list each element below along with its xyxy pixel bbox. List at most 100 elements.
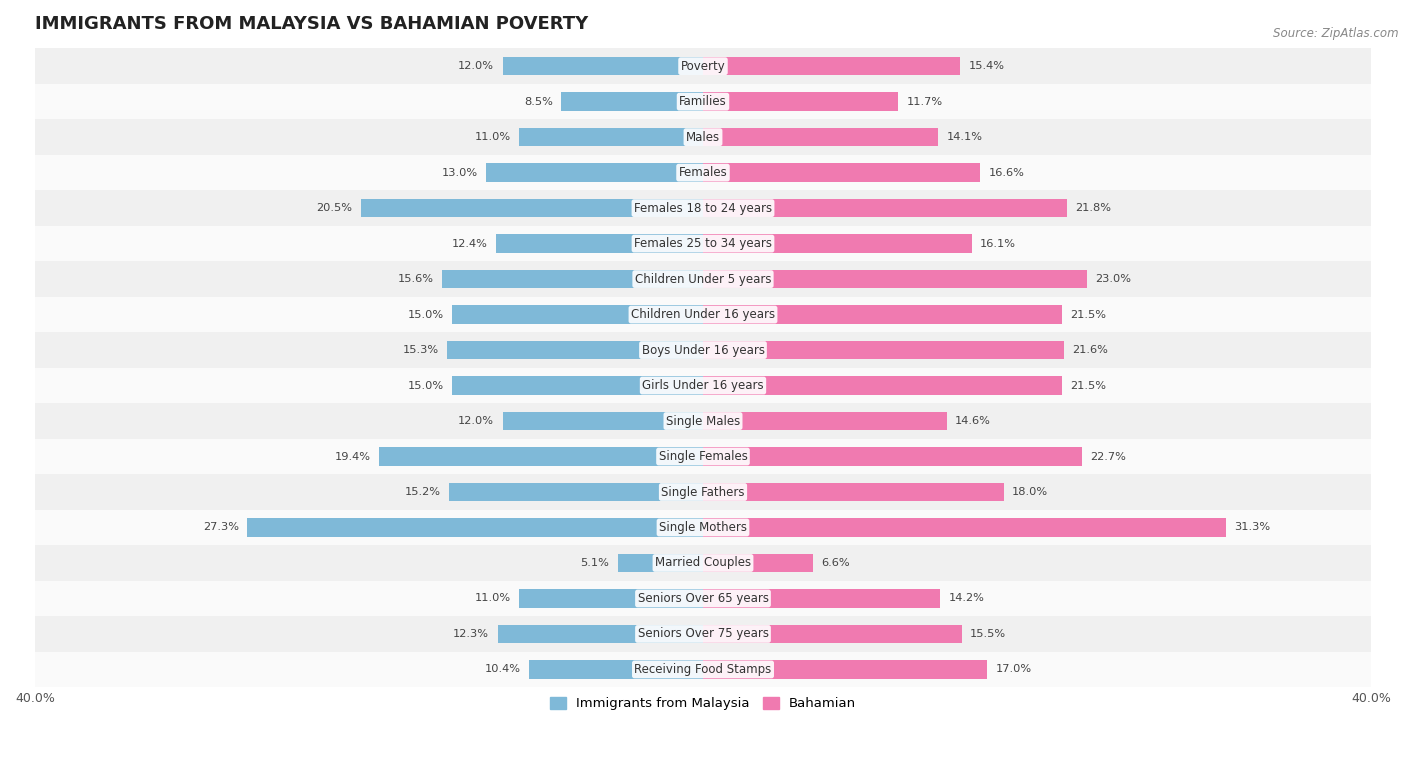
Text: 16.1%: 16.1% xyxy=(980,239,1017,249)
Text: Children Under 16 years: Children Under 16 years xyxy=(631,308,775,321)
Text: Poverty: Poverty xyxy=(681,60,725,73)
Text: 21.8%: 21.8% xyxy=(1076,203,1112,213)
Text: Females 18 to 24 years: Females 18 to 24 years xyxy=(634,202,772,215)
Text: 12.3%: 12.3% xyxy=(453,629,489,639)
Bar xyxy=(519,589,703,608)
Text: 16.6%: 16.6% xyxy=(988,168,1025,177)
Bar xyxy=(35,190,1371,226)
Bar xyxy=(35,475,1371,509)
Bar xyxy=(703,199,1067,218)
Text: 15.0%: 15.0% xyxy=(408,309,444,320)
Bar xyxy=(703,270,1087,288)
Bar xyxy=(703,660,987,678)
Bar xyxy=(703,341,1064,359)
Bar xyxy=(496,234,703,253)
Bar xyxy=(35,616,1371,652)
Bar xyxy=(498,625,703,644)
Text: Children Under 5 years: Children Under 5 years xyxy=(634,273,772,286)
Text: 11.0%: 11.0% xyxy=(475,594,510,603)
Bar xyxy=(35,84,1371,120)
Bar xyxy=(449,483,703,501)
Text: 21.5%: 21.5% xyxy=(1070,309,1107,320)
Text: 12.0%: 12.0% xyxy=(458,61,495,71)
Text: Single Males: Single Males xyxy=(666,415,740,428)
Bar xyxy=(453,305,703,324)
Text: 15.6%: 15.6% xyxy=(398,274,434,284)
Text: 17.0%: 17.0% xyxy=(995,665,1032,675)
Bar xyxy=(453,376,703,395)
Bar xyxy=(35,120,1371,155)
Bar xyxy=(502,412,703,431)
Text: Receiving Food Stamps: Receiving Food Stamps xyxy=(634,663,772,676)
Bar xyxy=(443,270,703,288)
Text: Married Couples: Married Couples xyxy=(655,556,751,569)
Text: Males: Males xyxy=(686,130,720,144)
Text: 10.4%: 10.4% xyxy=(485,665,522,675)
Bar xyxy=(35,49,1371,84)
Text: 22.7%: 22.7% xyxy=(1091,452,1126,462)
Bar xyxy=(35,368,1371,403)
Legend: Immigrants from Malaysia, Bahamian: Immigrants from Malaysia, Bahamian xyxy=(544,692,862,716)
Bar xyxy=(703,554,813,572)
Text: Females 25 to 34 years: Females 25 to 34 years xyxy=(634,237,772,250)
Bar xyxy=(703,589,941,608)
Bar xyxy=(703,483,1004,501)
Bar xyxy=(35,652,1371,688)
Text: IMMIGRANTS FROM MALAYSIA VS BAHAMIAN POVERTY: IMMIGRANTS FROM MALAYSIA VS BAHAMIAN POV… xyxy=(35,15,588,33)
Bar xyxy=(35,581,1371,616)
Text: 8.5%: 8.5% xyxy=(524,97,553,107)
Bar xyxy=(35,297,1371,332)
Text: 21.5%: 21.5% xyxy=(1070,381,1107,390)
Text: 6.6%: 6.6% xyxy=(821,558,851,568)
Text: 11.0%: 11.0% xyxy=(475,132,510,143)
Text: 19.4%: 19.4% xyxy=(335,452,371,462)
Bar xyxy=(703,305,1062,324)
Bar xyxy=(35,545,1371,581)
Bar xyxy=(703,57,960,75)
Text: 21.6%: 21.6% xyxy=(1073,345,1108,355)
Text: Boys Under 16 years: Boys Under 16 years xyxy=(641,343,765,356)
Bar xyxy=(529,660,703,678)
Bar xyxy=(247,518,703,537)
Bar xyxy=(360,199,703,218)
Bar xyxy=(703,376,1062,395)
Text: 13.0%: 13.0% xyxy=(441,168,478,177)
Text: Single Fathers: Single Fathers xyxy=(661,486,745,499)
Text: 14.6%: 14.6% xyxy=(955,416,991,426)
Bar xyxy=(561,92,703,111)
Text: 5.1%: 5.1% xyxy=(581,558,609,568)
Bar xyxy=(703,412,946,431)
Bar xyxy=(703,625,962,644)
Text: 31.3%: 31.3% xyxy=(1234,522,1270,532)
Text: 14.1%: 14.1% xyxy=(946,132,983,143)
Text: 23.0%: 23.0% xyxy=(1095,274,1132,284)
Text: Seniors Over 65 years: Seniors Over 65 years xyxy=(637,592,769,605)
Text: 15.3%: 15.3% xyxy=(404,345,439,355)
Text: 27.3%: 27.3% xyxy=(202,522,239,532)
Text: 12.0%: 12.0% xyxy=(458,416,495,426)
Bar xyxy=(35,226,1371,262)
Bar xyxy=(703,164,980,182)
Bar xyxy=(35,262,1371,297)
Bar xyxy=(703,447,1083,465)
Text: 18.0%: 18.0% xyxy=(1012,487,1047,497)
Bar xyxy=(35,332,1371,368)
Bar xyxy=(502,57,703,75)
Bar xyxy=(35,403,1371,439)
Bar xyxy=(486,164,703,182)
Text: 12.4%: 12.4% xyxy=(451,239,488,249)
Text: Families: Families xyxy=(679,96,727,108)
Bar xyxy=(617,554,703,572)
Bar xyxy=(703,92,898,111)
Text: 14.2%: 14.2% xyxy=(949,594,984,603)
Text: Seniors Over 75 years: Seniors Over 75 years xyxy=(637,628,769,641)
Bar xyxy=(447,341,703,359)
Text: Single Mothers: Single Mothers xyxy=(659,521,747,534)
Bar xyxy=(35,439,1371,475)
Bar xyxy=(35,155,1371,190)
Text: 11.7%: 11.7% xyxy=(907,97,943,107)
Text: 15.2%: 15.2% xyxy=(405,487,441,497)
Bar xyxy=(519,128,703,146)
Text: 15.4%: 15.4% xyxy=(969,61,1004,71)
Bar xyxy=(380,447,703,465)
